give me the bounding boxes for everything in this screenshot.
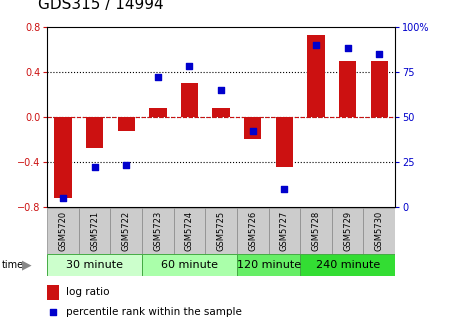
- Text: GSM5721: GSM5721: [90, 211, 99, 251]
- Bar: [79, 208, 110, 254]
- Bar: [110, 208, 142, 254]
- Point: [249, 128, 256, 134]
- Bar: [47, 208, 79, 254]
- Point: [154, 75, 162, 80]
- Text: time: time: [2, 260, 24, 270]
- Text: GSM5723: GSM5723: [154, 211, 163, 251]
- Text: GSM5725: GSM5725: [216, 211, 226, 251]
- Bar: [142, 254, 237, 276]
- Bar: [339, 60, 357, 117]
- Point: [59, 195, 66, 200]
- Bar: [181, 83, 198, 117]
- Bar: [269, 208, 300, 254]
- Bar: [47, 254, 142, 276]
- Bar: [86, 117, 103, 148]
- Text: GSM5726: GSM5726: [248, 211, 257, 251]
- Point: [123, 163, 130, 168]
- Bar: [54, 117, 72, 198]
- Bar: [300, 254, 395, 276]
- Text: GSM5724: GSM5724: [185, 211, 194, 251]
- Bar: [307, 35, 325, 117]
- Bar: [300, 208, 332, 254]
- Bar: [205, 208, 237, 254]
- Text: 30 minute: 30 minute: [66, 260, 123, 270]
- Bar: [47, 285, 59, 300]
- Bar: [174, 208, 205, 254]
- Point: [49, 309, 56, 315]
- Text: GSM5720: GSM5720: [58, 211, 67, 251]
- Text: GSM5730: GSM5730: [375, 211, 384, 251]
- Point: [344, 46, 351, 51]
- Point: [217, 87, 224, 92]
- Text: 240 minute: 240 minute: [316, 260, 380, 270]
- Bar: [237, 254, 300, 276]
- Point: [91, 164, 98, 170]
- Bar: [212, 108, 230, 117]
- Text: GSM5727: GSM5727: [280, 211, 289, 251]
- Bar: [332, 208, 364, 254]
- Point: [313, 42, 320, 48]
- Text: 120 minute: 120 minute: [237, 260, 301, 270]
- Point: [186, 64, 193, 69]
- Bar: [118, 117, 135, 131]
- Text: percentile rank within the sample: percentile rank within the sample: [66, 307, 242, 317]
- Bar: [370, 60, 388, 117]
- Text: 60 minute: 60 minute: [161, 260, 218, 270]
- Text: GSM5729: GSM5729: [343, 211, 352, 251]
- Text: log ratio: log ratio: [66, 287, 110, 297]
- Text: GSM5722: GSM5722: [122, 211, 131, 251]
- Point: [281, 186, 288, 192]
- Bar: [237, 208, 269, 254]
- Bar: [364, 208, 395, 254]
- Text: GDS315 / 14994: GDS315 / 14994: [38, 0, 164, 12]
- Bar: [149, 108, 167, 117]
- Bar: [276, 117, 293, 167]
- Bar: [142, 208, 174, 254]
- Point: [376, 51, 383, 56]
- Bar: [244, 117, 261, 139]
- Text: GSM5728: GSM5728: [312, 211, 321, 251]
- Text: ▶: ▶: [22, 259, 31, 272]
